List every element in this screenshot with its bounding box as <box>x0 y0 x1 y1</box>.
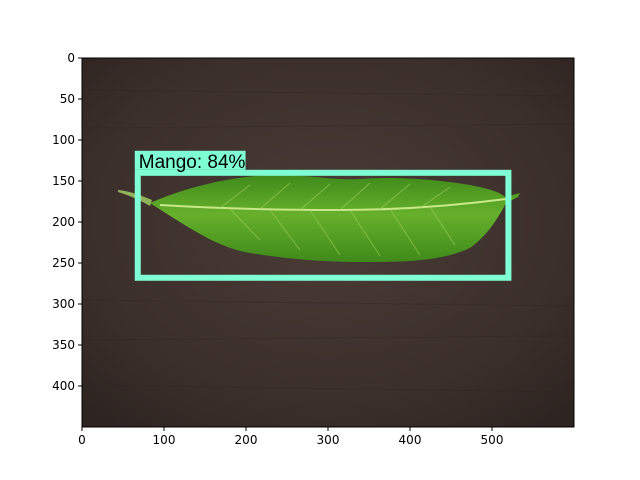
x-tick-label: 200 <box>235 433 258 447</box>
x-axis: 0 100 200 300 400 500 <box>78 427 503 447</box>
detection-box <box>134 169 512 281</box>
y-tick-label: 150 <box>52 174 75 188</box>
y-tick-label: 350 <box>52 338 75 352</box>
y-tick-label: 250 <box>52 256 75 270</box>
x-tick-label: 400 <box>399 433 422 447</box>
y-axis: 0 50 100 150 200 250 300 350 400 <box>52 51 82 393</box>
x-tick-label: 100 <box>153 433 176 447</box>
wood-grain <box>82 89 574 393</box>
y-tick-label: 50 <box>60 92 75 106</box>
y-tick-label: 100 <box>52 133 75 147</box>
detection-label: Mango: 84% <box>139 152 246 173</box>
x-tick-label: 500 <box>481 433 504 447</box>
y-tick-label: 200 <box>52 215 75 229</box>
detection-label-background <box>134 150 246 170</box>
photo <box>82 58 574 427</box>
y-tick-label: 400 <box>52 379 75 393</box>
x-tick-label: 300 <box>317 433 340 447</box>
x-tick-label: 0 <box>78 433 86 447</box>
mango-leaf <box>118 174 520 262</box>
leaf-midrib <box>159 198 507 212</box>
y-tick-label: 300 <box>52 297 75 311</box>
y-tick-label: 0 <box>67 51 75 65</box>
